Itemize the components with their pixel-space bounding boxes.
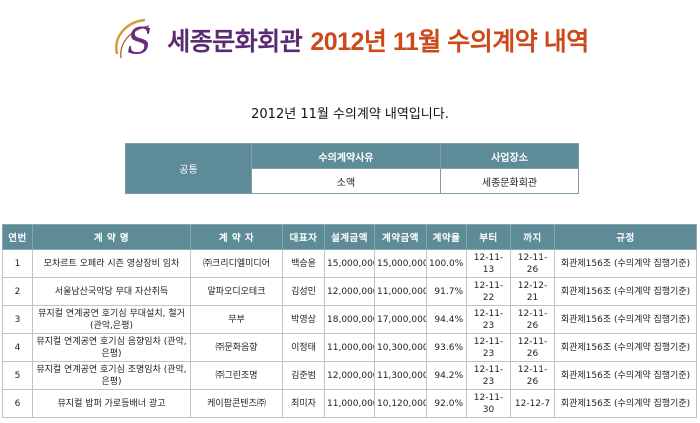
row-number: 3 xyxy=(2,305,33,334)
contract-amount: 17,000,000 xyxy=(374,305,427,334)
contract-name: 뮤지컬 연계공연 호기심 무대설치, 철거(관악,은평) xyxy=(32,305,191,334)
col-header-rate: 계약율 xyxy=(426,224,467,250)
start-date: 12-11-23 xyxy=(466,333,511,362)
row-number: 1 xyxy=(2,249,33,278)
end-date: 12-11-26 xyxy=(510,305,555,334)
header-contract-reason: 수의계약사유 xyxy=(251,143,441,169)
contractor: 케이팝콘텐츠㈜ xyxy=(190,389,283,418)
end-date: 12-12-7 xyxy=(510,389,555,418)
representative: 이정태 xyxy=(282,333,325,362)
contract-name: 서울남산국악당 무대 자산취득 xyxy=(32,277,191,306)
row-number: 2 xyxy=(2,277,33,306)
svg-text:S: S xyxy=(127,22,152,63)
contract-rate: 100.0% xyxy=(426,249,467,278)
contract-amount: 11,000,000 xyxy=(374,277,427,306)
row-number: 4 xyxy=(2,333,33,362)
contract-rate: 94.2% xyxy=(426,361,467,390)
contractor: ㈜크리디엘미디어 xyxy=(190,249,283,278)
regulation: 회관제156조 (수의계약 집행기준) xyxy=(554,249,697,278)
start-date: 12-11-22 xyxy=(466,277,511,306)
contract-amount: 11,300,000 xyxy=(374,361,427,390)
end-date: 12-12-21 xyxy=(510,277,555,306)
representative: 백승윤 xyxy=(282,249,325,278)
design-amount: 11,000,000 xyxy=(324,333,375,362)
sejong-logo-icon: S xyxy=(115,18,152,63)
design-amount: 15,000,000 xyxy=(324,249,375,278)
page-subtitle: 2012년 11월 수의계약 내역입니다. xyxy=(251,107,449,122)
regulation: 회관제156조 (수의계약 집행기준) xyxy=(554,389,697,418)
start-date: 12-11-13 xyxy=(466,249,511,278)
regulation: 회관제156조 (수의계약 집행기준) xyxy=(554,305,697,334)
contract-name: 뮤지컬 밥퍼 가로등배너 광고 xyxy=(32,389,191,418)
col-header-contract-amount: 계약금액 xyxy=(374,224,427,250)
table-row: 2 서울남산국악당 무대 자산취득 알파오디오테크 김성민 12,000,000 11,0… xyxy=(2,277,697,306)
contract-reason-table: 공통 수의계약사유 사업장소 소액 세종문화회관 xyxy=(125,143,579,194)
header-venue: 사업장소 xyxy=(440,143,579,169)
representative: 최미자 xyxy=(282,389,325,418)
end-date: 12-11-26 xyxy=(510,333,555,362)
contract-amount: 10,300,000 xyxy=(374,333,427,362)
contract-amount: 15,000,000 xyxy=(374,249,427,278)
contractor: 알파오디오테크 xyxy=(190,277,283,306)
contract-rate: 91.7% xyxy=(426,277,467,306)
contract-reason-value: 소액 xyxy=(251,168,441,194)
design-amount: 12,000,000 xyxy=(324,277,375,306)
contract-name: 뮤지컬 연계공연 호기심 음향임차 (관악,은평) xyxy=(32,333,191,362)
contract-name: 뮤지컬 연계공연 호기심 조명임차 (관악,은평) xyxy=(32,361,191,390)
end-date: 12-11-26 xyxy=(510,249,555,278)
col-header-from: 부터 xyxy=(466,224,511,250)
col-header-name: 계 약 명 xyxy=(32,224,191,250)
col-header-rule: 규정 xyxy=(554,224,697,250)
table-row: 4 뮤지컬 연계공연 호기심 음향임차 (관악,은평) ㈜문화음향 이정태 11,000… xyxy=(2,333,697,362)
col-header-design-amount: 설계금액 xyxy=(324,224,375,250)
row-number: 5 xyxy=(2,361,33,390)
contract-name: 모차르트 오페라 시즌 영상장비 임차 xyxy=(32,249,191,278)
start-date: 12-11-23 xyxy=(466,361,511,390)
contractor: ㈜그린조명 xyxy=(190,361,283,390)
contractor: ㈜문화음향 xyxy=(190,333,283,362)
design-amount: 18,000,000 xyxy=(324,305,375,334)
start-date: 12-11-30 xyxy=(466,389,511,418)
common-label: 공통 xyxy=(125,143,252,194)
col-header-rep: 대표자 xyxy=(282,224,325,250)
table-row: 6 뮤지컬 밥퍼 가로등배너 광고 케이팝콘텐츠㈜ 최미자 11,000,000 10,1… xyxy=(2,389,697,418)
brand-name: 세종문화회관 xyxy=(167,28,303,56)
page-title: 2012년 11월 수의계약 내역 xyxy=(310,28,589,56)
design-amount: 11,000,000 xyxy=(324,389,375,418)
col-header-contractor: 계 약 자 xyxy=(190,224,283,250)
regulation: 회관제156조 (수의계약 집행기준) xyxy=(554,277,697,306)
table-row: 1 모차르트 오페라 시즌 영상장비 임차 ㈜크리디엘미디어 백승윤 15,000,00… xyxy=(2,249,697,278)
representative: 김준범 xyxy=(282,361,325,390)
table-header-row: 연번 계 약 명 계 약 자 대표자 설계금액 계약금액 계약율 부터 까지 규… xyxy=(2,224,697,250)
representative: 김성민 xyxy=(282,277,325,306)
table-row: 3 뮤지컬 연계공연 호기심 무대설치, 철거(관악,은평) 무부 박영상 18,000… xyxy=(2,305,697,334)
contracts-table: 연번 계 약 명 계 약 자 대표자 설계금액 계약금액 계약율 부터 까지 규… xyxy=(2,224,697,418)
contract-rate: 93.6% xyxy=(426,333,467,362)
design-amount: 12,000,000 xyxy=(324,361,375,390)
representative: 박영상 xyxy=(282,305,325,334)
contract-rate: 92.0% xyxy=(426,389,467,418)
row-number: 6 xyxy=(2,389,33,418)
contractor: 무부 xyxy=(190,305,283,334)
col-header-to: 까지 xyxy=(510,224,555,250)
start-date: 12-11-23 xyxy=(466,305,511,334)
contract-amount: 10,120,000 xyxy=(374,389,427,418)
regulation: 회관제156조 (수의계약 집행기준) xyxy=(554,333,697,362)
venue-value: 세종문화회관 xyxy=(440,168,579,194)
table-row: 5 뮤지컬 연계공연 호기심 조명임차 (관악,은평) ㈜그린조명 김준범 12,000… xyxy=(2,361,697,390)
page-header: S 세종문화회관 2012년 11월 수의계약 내역 xyxy=(0,10,700,70)
contract-rate: 94.4% xyxy=(426,305,467,334)
end-date: 12-11-26 xyxy=(510,361,555,390)
regulation: 회관제156조 (수의계약 집행기준) xyxy=(554,361,697,390)
col-header-no: 연번 xyxy=(2,224,33,250)
